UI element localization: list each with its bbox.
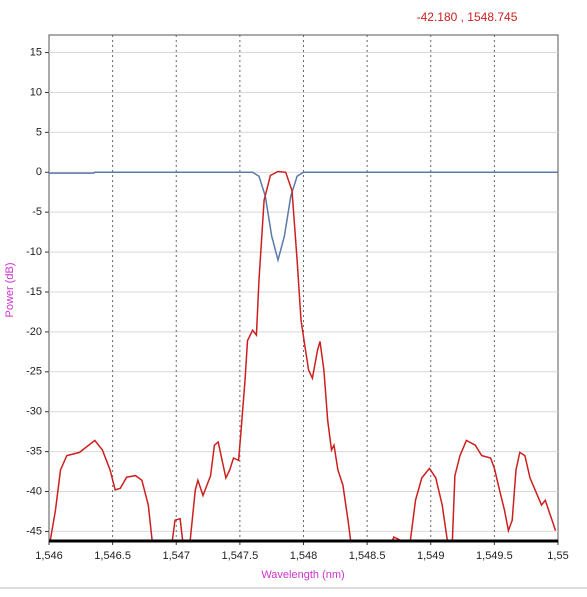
x-tick-label: 1,547 <box>162 550 190 562</box>
x-tick-label: 1,547.5 <box>222 550 259 562</box>
x-tick-label: 1,548 <box>290 550 318 562</box>
y-tick-label: 5 <box>36 126 42 138</box>
series-line <box>49 170 557 541</box>
x-tick-label: 1,546 <box>35 550 63 562</box>
y-tick-label: 15 <box>30 46 42 58</box>
series-line <box>49 171 558 264</box>
cursor-readout: -42.180 , 1548.745 <box>417 10 518 24</box>
y-tick-label: -20 <box>26 326 42 338</box>
y-tick-label: 0 <box>36 166 42 178</box>
y-tick-label: -40 <box>26 485 42 497</box>
y-tick-label: -15 <box>26 286 42 298</box>
x-tick-label: 1,546.5 <box>94 550 131 562</box>
x-tick-label: 1,55 <box>547 550 568 562</box>
y-tick-label: -30 <box>26 406 42 418</box>
x-tick-label: 1,548.5 <box>349 550 386 562</box>
y-tick-label: -45 <box>26 525 42 537</box>
y-tick-label: -35 <box>26 446 42 458</box>
x-tick-label: 1,549 <box>417 550 445 562</box>
y-tick-label: 10 <box>30 86 42 98</box>
x-tick-label: 1,549.5 <box>476 550 513 562</box>
y-tick-label: -10 <box>26 246 42 258</box>
y-tick-label: -25 <box>26 366 42 378</box>
y-axis-label: Power (dB) <box>4 262 16 317</box>
y-tick-label: -5 <box>32 206 42 218</box>
x-axis-label: Wavelength (nm) <box>261 569 344 581</box>
